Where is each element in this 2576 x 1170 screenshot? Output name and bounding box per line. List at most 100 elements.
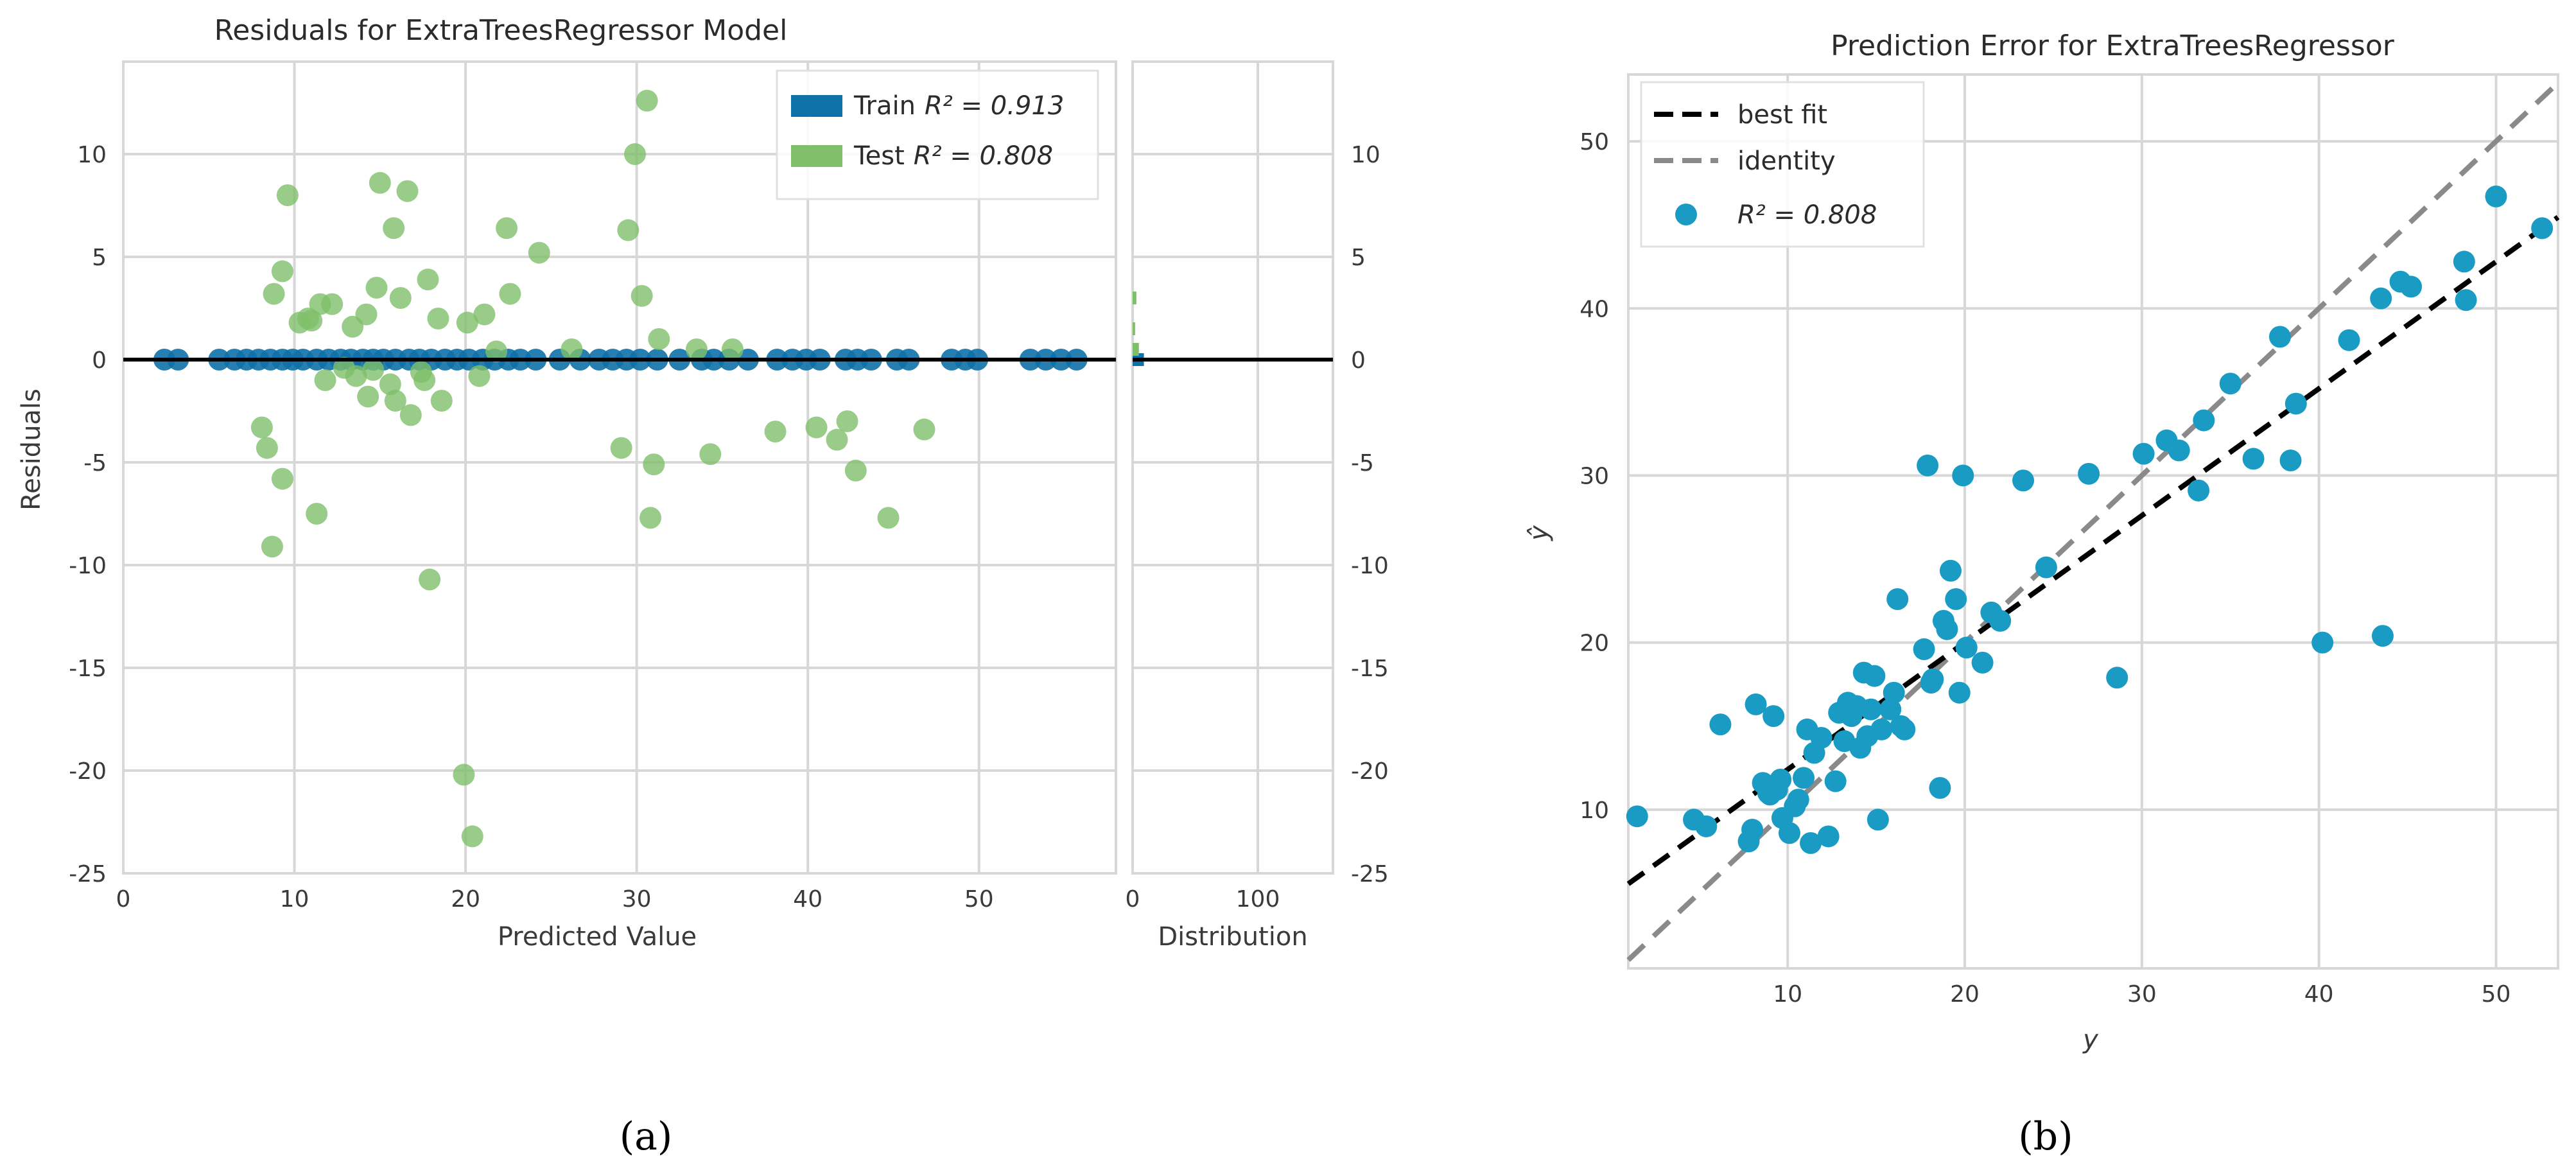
- test-residual-point: [610, 437, 632, 459]
- panel-label-b: (b): [2018, 1114, 2073, 1159]
- prediction-point: [2485, 185, 2507, 207]
- test-residual-point: [384, 390, 406, 412]
- residuals-legend-box: [776, 69, 1099, 200]
- test-residual-point: [844, 459, 867, 482]
- residuals-plot-frame: [122, 60, 1117, 875]
- prediction-point: [1948, 681, 1971, 704]
- prediction-point: [2193, 409, 2215, 432]
- prediction-point: [1971, 651, 1994, 674]
- legend-train-swatch: [791, 95, 842, 117]
- test-residual-point: [362, 359, 385, 381]
- prediction-point: [2371, 625, 2394, 647]
- test-residual-point: [333, 356, 355, 379]
- residuals-y-tick-label: 0: [92, 347, 107, 374]
- prediction-point: [2338, 329, 2360, 351]
- prediction-points: [1626, 185, 2554, 854]
- distribution-y-tick-label: -5: [1351, 450, 1374, 476]
- legend-r2-label: R² = 0.808: [1737, 200, 1877, 230]
- test-residual-point: [399, 404, 422, 426]
- distribution-bar: [1133, 292, 1136, 304]
- test-residual-point: [276, 184, 299, 206]
- prediction-point: [1762, 705, 1785, 728]
- prediction-point: [2370, 287, 2392, 310]
- prediction-point: [2106, 667, 2128, 689]
- prediction-point: [1745, 693, 1767, 715]
- legend-test-label: Test R² = 0.808: [853, 141, 1053, 171]
- prediction-point: [2268, 326, 2291, 348]
- prediction-x-label: y: [2082, 1025, 2099, 1054]
- residuals-x-tick-label: 50: [964, 886, 994, 912]
- distribution-plot-frame: [1131, 60, 1334, 875]
- residuals-y-tick-label: -10: [69, 553, 107, 579]
- prediction-point: [1955, 636, 1978, 659]
- prediction-point: [2453, 250, 2475, 273]
- test-residual-point: [271, 467, 293, 490]
- test-residual-point: [369, 171, 391, 194]
- test-residual-point: [636, 89, 658, 112]
- prediction-point: [2219, 372, 2241, 395]
- residuals-y-tick-label: -5: [83, 450, 107, 476]
- prediction-title: Prediction Error for ExtraTreesRegressor: [1831, 30, 2395, 62]
- prediction-point: [1867, 808, 1889, 831]
- prediction-x-tick-label: 50: [2482, 981, 2511, 1008]
- distribution-bar: [1133, 322, 1135, 335]
- test-residual-point: [456, 311, 478, 334]
- test-residual-point: [561, 338, 583, 360]
- prediction-point: [1952, 464, 1974, 487]
- test-residual-point: [623, 143, 646, 165]
- test-residual-point: [496, 217, 518, 240]
- test-residual-point: [473, 303, 496, 326]
- prediction-point: [1695, 815, 1718, 837]
- distribution-y-tick-label: 0: [1351, 347, 1366, 374]
- residuals-x-tick-label: 20: [451, 886, 480, 912]
- prediction-x-ticks: 10 20 30 40 50: [1773, 981, 2511, 1008]
- test-residual-point: [365, 277, 388, 299]
- legend-train-label: Train R² = 0.913: [853, 91, 1064, 121]
- prediction-point: [2132, 442, 2155, 465]
- prediction-point: [1859, 698, 1882, 720]
- prediction-point: [1793, 767, 1815, 789]
- legend-test-swatch: [791, 145, 842, 167]
- residuals-grid: [122, 62, 1116, 875]
- distribution-x-tick-label: 0: [1126, 886, 1140, 912]
- panel-label-a: (a): [620, 1114, 673, 1159]
- test-residual-point: [485, 340, 508, 363]
- residuals-x-ticks: 0 10 20 30 40 50: [116, 886, 994, 912]
- test-residual-point: [410, 361, 432, 383]
- test-residual-point: [389, 287, 412, 309]
- test-residual-point: [383, 217, 405, 240]
- distribution-y-tick-label: 5: [1351, 245, 1366, 271]
- prediction-point: [1936, 618, 1958, 640]
- prediction-point: [1787, 789, 1809, 811]
- test-residual-point: [314, 369, 336, 391]
- test-residual-point: [826, 428, 848, 451]
- test-residual-point: [417, 268, 439, 291]
- test-residual-point: [453, 764, 475, 786]
- prediction-y-tick-label: 40: [1580, 296, 1609, 322]
- distribution-y-tick-label: -15: [1351, 656, 1389, 682]
- legend-best-fit-label: best fit: [1737, 100, 1827, 130]
- prediction-point: [2311, 631, 2334, 654]
- residuals-legend: Train R² = 0.913 Test R² = 0.808: [776, 69, 1099, 200]
- prediction-point: [2284, 392, 2307, 415]
- prediction-point: [1770, 768, 1792, 790]
- prediction-point: [1886, 588, 1909, 610]
- legend-points-swatch: [1675, 204, 1697, 225]
- distribution-x-label: Distribution: [1158, 922, 1307, 952]
- prediction-point: [1800, 832, 1822, 854]
- residuals-y-tick-label: -15: [69, 656, 107, 682]
- residuals-x-tick-label: 40: [793, 886, 822, 912]
- prediction-y-tick-label: 10: [1580, 798, 1609, 824]
- distribution-y-tick-label: -25: [1351, 861, 1389, 887]
- prediction-point: [1917, 454, 1939, 476]
- test-residual-point: [877, 507, 900, 529]
- prediction-y-tick-label: 30: [1580, 463, 1609, 489]
- prediction-point: [2035, 556, 2057, 579]
- residuals-title: Residuals for ExtraTreesRegressor Model: [214, 14, 788, 47]
- prediction-x-tick-label: 20: [1950, 981, 1980, 1008]
- test-residual-point: [256, 437, 278, 459]
- test-residual-point: [430, 390, 453, 412]
- residuals-y-tick-label: -25: [69, 861, 107, 887]
- prediction-point: [1989, 609, 2012, 632]
- test-residual-point: [461, 825, 483, 848]
